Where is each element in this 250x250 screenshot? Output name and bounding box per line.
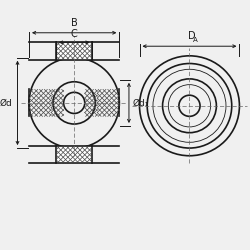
Text: D: D bbox=[188, 32, 195, 42]
Text: B: B bbox=[71, 18, 78, 28]
Text: Ød₁: Ød₁ bbox=[133, 98, 149, 108]
Bar bbox=[56, 42, 92, 60]
Bar bbox=[56, 146, 92, 164]
Text: Ød: Ød bbox=[0, 98, 13, 108]
Text: C: C bbox=[71, 28, 78, 38]
Text: A: A bbox=[193, 37, 198, 43]
